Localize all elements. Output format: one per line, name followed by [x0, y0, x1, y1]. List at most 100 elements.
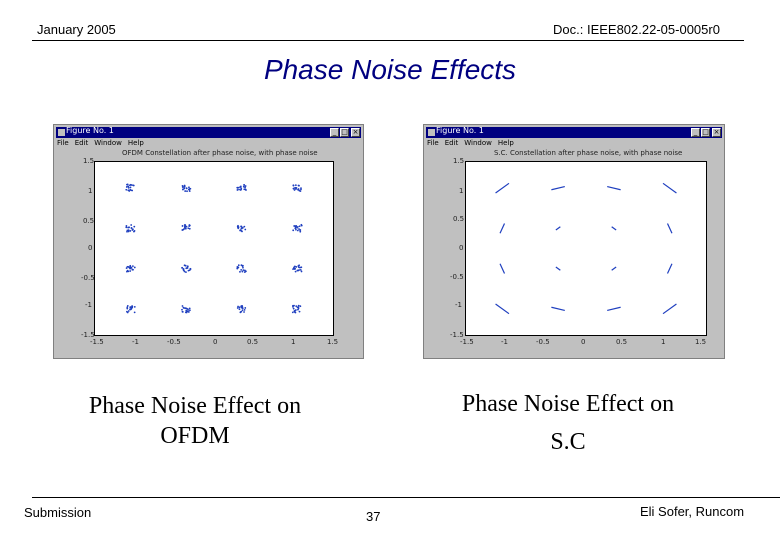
- menu-edit[interactable]: Edit: [444, 139, 459, 147]
- constellation-point: [292, 268, 294, 271]
- constellation-point: [189, 267, 192, 270]
- menu-window[interactable]: Window: [94, 139, 122, 147]
- constellation-point: [238, 308, 241, 311]
- constellation-point: [185, 309, 188, 312]
- constellation-point: [188, 269, 191, 272]
- constellation-point: [299, 229, 302, 231]
- figure-window-sc[interactable]: Figure No. 1 _ □ × File Edit Window Help…: [423, 124, 725, 359]
- constellation-point: [299, 266, 301, 269]
- constellation-point: [236, 189, 239, 191]
- xtick: 1.5: [327, 338, 339, 346]
- footer-author: Eli Sofer, Runcom: [640, 504, 745, 519]
- constellation-point: [300, 187, 302, 190]
- figure-menubar: File Edit Window Help: [427, 139, 514, 148]
- menu-window[interactable]: Window: [464, 139, 492, 147]
- constellation-arc: [611, 266, 617, 271]
- menu-help[interactable]: Help: [497, 139, 514, 147]
- constellation-point: [186, 267, 189, 269]
- constellation-arc: [666, 223, 673, 234]
- constellation-arc: [499, 223, 506, 234]
- constellation-point: [130, 224, 133, 226]
- constellation-point: [297, 307, 300, 310]
- footer-submission: Submission: [24, 505, 92, 520]
- constellation-point: [184, 224, 187, 226]
- constellation-point: [182, 188, 184, 191]
- constellation-point: [239, 311, 242, 314]
- plot-area: [465, 161, 707, 336]
- close-button[interactable]: ×: [712, 128, 721, 137]
- constellation-point: [182, 228, 185, 231]
- constellation-point: [126, 270, 128, 273]
- constellation-point: [239, 189, 242, 191]
- constellation-point: [127, 265, 130, 268]
- constellation-point: [126, 183, 129, 186]
- constellation-point: [237, 264, 240, 267]
- constellation-point: [125, 188, 128, 191]
- constellation-point: [129, 270, 132, 272]
- constellation-point: [298, 310, 301, 313]
- ytick: 1: [88, 187, 93, 195]
- ytick: 0.5: [83, 217, 95, 225]
- constellation-arc: [607, 306, 621, 312]
- constellation-point: [125, 267, 128, 269]
- constellation-arc: [607, 185, 621, 191]
- constellation-point: [295, 188, 297, 190]
- maximize-button[interactable]: □: [340, 128, 349, 137]
- constellation-point: [298, 264, 301, 267]
- menu-file[interactable]: File: [57, 139, 69, 147]
- constellation-point: [186, 265, 189, 268]
- xtick: -1.5: [90, 338, 104, 346]
- constellation-point: [128, 184, 131, 187]
- menu-file[interactable]: File: [427, 139, 439, 147]
- constellation-point: [244, 228, 247, 231]
- constellation-arc: [499, 263, 506, 274]
- constellation-point: [131, 268, 134, 271]
- footer-page-number: 37: [366, 509, 381, 524]
- xtick: 1.5: [695, 338, 707, 346]
- constellation-point: [181, 310, 184, 313]
- constellation-point: [188, 307, 191, 310]
- constellation-point: [187, 311, 190, 313]
- constellation-point: [294, 309, 296, 312]
- figure-window-ofdm[interactable]: Figure No. 1 _ □ × File Edit Window Help…: [53, 124, 364, 359]
- constellation-point: [186, 190, 188, 193]
- constellation-point: [299, 230, 302, 233]
- constellation-point: [236, 187, 239, 189]
- constellation-point: [127, 185, 130, 188]
- constellation-point: [126, 230, 128, 233]
- minimize-button[interactable]: _: [330, 128, 339, 137]
- constellation-point: [241, 270, 244, 273]
- constellation-point: [240, 305, 243, 308]
- figure-titlebar[interactable]: Figure No. 1 _ □ ×: [56, 126, 361, 138]
- constellation-point: [129, 230, 132, 232]
- close-button[interactable]: ×: [351, 128, 360, 137]
- menu-help[interactable]: Help: [127, 139, 144, 147]
- constellation-point: [244, 307, 247, 309]
- footer-divider: [32, 497, 780, 498]
- constellation-arc: [555, 266, 561, 271]
- constellation-point: [237, 227, 240, 230]
- constellation-point: [240, 268, 243, 271]
- constellation-point: [130, 267, 133, 269]
- constellation-point: [127, 270, 130, 273]
- constellation-point: [133, 229, 136, 232]
- ytick: -1.5: [450, 331, 464, 339]
- constellation-point: [293, 265, 296, 268]
- constellation-point: [125, 186, 128, 188]
- constellation-point: [181, 308, 183, 311]
- maximize-button[interactable]: □: [701, 128, 710, 137]
- constellation-point: [297, 184, 300, 187]
- constellation-point: [126, 229, 129, 232]
- figure-titlebar[interactable]: Figure No. 1 _ □ ×: [426, 126, 722, 138]
- constellation-point: [298, 228, 300, 230]
- constellation-point: [295, 266, 298, 268]
- menu-edit[interactable]: Edit: [74, 139, 89, 147]
- header-doc-id: Doc.: IEEE802.22-05-0005r0: [553, 22, 720, 37]
- constellation-point: [240, 264, 243, 267]
- constellation-point: [181, 225, 184, 227]
- xtick: -0.5: [536, 338, 550, 346]
- constellation-point: [129, 186, 132, 189]
- constellation-point: [183, 264, 186, 267]
- constellation-point: [188, 224, 191, 226]
- minimize-button[interactable]: _: [691, 128, 700, 137]
